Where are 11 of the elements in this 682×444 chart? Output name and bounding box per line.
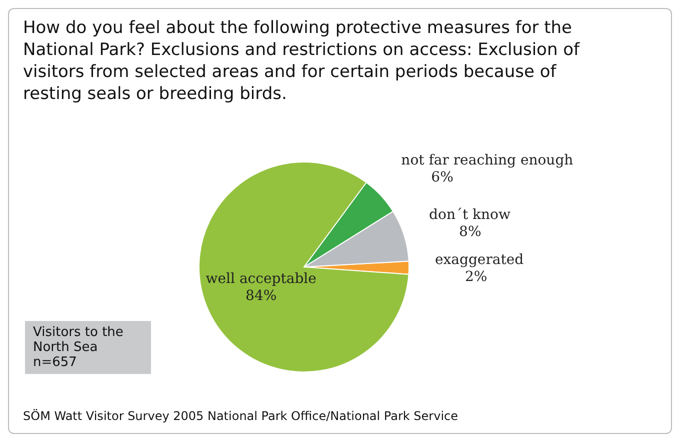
- data-label: 8%: [459, 224, 482, 240]
- chart-title: How do you feel about the following protective measures for the National Park? Exclusions and restrictions on access: Exclusion of visitors from selected areas and for certain periods because of resting seals or breeding birds.: [23, 17, 581, 105]
- slice-label: not far reaching enough: [401, 152, 574, 168]
- data-label: 84%: [246, 288, 277, 304]
- data-label: 2%: [464, 269, 488, 286]
- text: Visitors to the North Sea n=657: [25, 321, 151, 374]
- text: SÖM Watt Visitor Survey 2005 National Park Office/National Park Service: [23, 409, 458, 423]
- slice-label: don´t know: [429, 207, 510, 224]
- slice-label: exaggerated: [434, 252, 524, 268]
- data-label: 6%: [431, 169, 454, 186]
- slice-label: well acceptable: [206, 270, 316, 287]
